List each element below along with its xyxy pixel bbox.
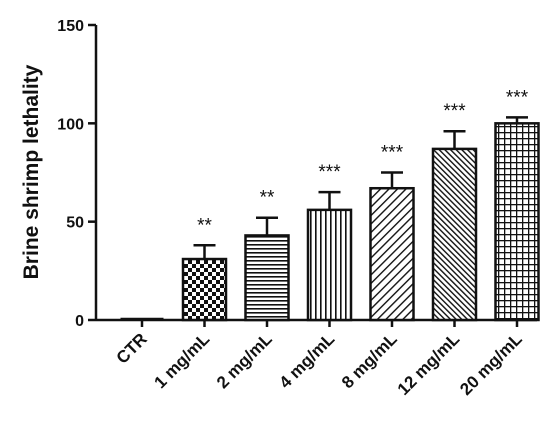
bar — [306, 208, 353, 322]
bars — [120, 122, 540, 322]
y-tick-label: 50 — [66, 215, 84, 232]
bar — [369, 186, 415, 322]
x-tick-label: 1 mg/mL — [150, 329, 213, 392]
y-tick-label: 150 — [57, 18, 84, 35]
y-tick-label: 0 — [75, 313, 84, 330]
significance-label: *** — [443, 101, 466, 122]
significance-label: ** — [260, 188, 275, 209]
bar — [431, 147, 478, 322]
x-tick-label: 8 mg/mL — [338, 329, 401, 392]
x-tick-label: 20 mg/mL — [456, 329, 526, 399]
significance-label: *** — [318, 162, 341, 183]
significance-label: *** — [506, 87, 529, 108]
bar — [494, 122, 540, 322]
significance-markers: **************** — [197, 87, 529, 236]
x-tick-label: 12 mg/mL — [394, 329, 464, 399]
x-tick-label: 2 mg/mL — [213, 329, 276, 392]
y-axis: 0 50 100 150 — [57, 18, 98, 330]
significance-label: ** — [197, 215, 212, 236]
y-tick-label: 100 — [57, 116, 84, 133]
error-bars — [193, 116, 528, 260]
y-axis-title: Brine shrimp lethality — [20, 64, 43, 279]
bar — [181, 257, 228, 322]
significance-label: *** — [381, 143, 404, 164]
bar — [244, 234, 290, 322]
x-tick-label: 4 mg/mL — [275, 329, 338, 392]
x-tick-label: CTR — [113, 329, 151, 367]
